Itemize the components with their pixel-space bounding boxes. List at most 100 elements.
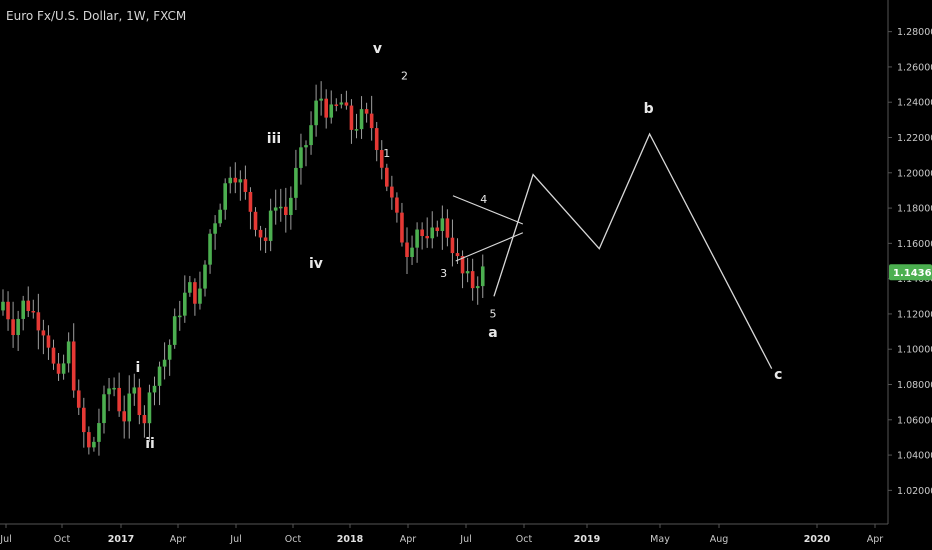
bull-candle-body <box>278 206 283 209</box>
bear-candle-body <box>460 256 465 274</box>
triangle-trendline[interactable] <box>452 195 524 225</box>
candle <box>213 215 217 250</box>
candle <box>223 178 227 220</box>
wave-label: a <box>488 325 497 341</box>
candle <box>26 286 31 318</box>
last-price-tag: 1.14362 <box>889 264 932 281</box>
bull-candle-body <box>314 100 318 126</box>
candle <box>238 170 243 201</box>
candle <box>440 205 445 250</box>
candle <box>359 96 364 139</box>
candle <box>147 384 152 442</box>
price-tag-background <box>889 264 932 281</box>
bear-candle-body <box>36 312 41 331</box>
candle <box>51 339 56 370</box>
candle <box>349 99 354 144</box>
candle <box>284 187 288 233</box>
candle <box>369 95 374 141</box>
candle <box>385 163 389 192</box>
candle <box>87 426 91 455</box>
candle <box>278 188 283 222</box>
bull-candle-body <box>329 104 334 118</box>
bull-candle-body <box>273 207 278 211</box>
candle <box>445 209 450 247</box>
candle <box>400 202 404 247</box>
bear-candle-body <box>26 300 31 311</box>
x-tick-label: Oct <box>285 534 302 545</box>
candle <box>6 291 10 331</box>
candle <box>334 98 339 112</box>
bull-candle-body <box>147 392 152 424</box>
triangle-trendline[interactable] <box>455 232 524 262</box>
candle <box>248 187 253 230</box>
bear-candle-body <box>324 98 328 118</box>
bear-candle-body <box>284 206 288 216</box>
candle <box>309 111 313 155</box>
candle <box>152 376 157 406</box>
y-tick-label: 1.22000 <box>897 133 932 144</box>
bull-candle-body <box>299 147 303 168</box>
bear-candle-body <box>233 177 238 183</box>
candle <box>132 373 137 406</box>
y-tick-label: 1.12000 <box>897 309 932 320</box>
candle <box>420 222 424 250</box>
bull-candle-body <box>1 301 5 311</box>
bear-candle-body <box>470 271 475 289</box>
candle <box>289 186 293 230</box>
bear-candle-body <box>11 319 15 336</box>
candle <box>16 310 20 351</box>
bear-candle-body <box>46 335 51 348</box>
bear-candle-body <box>87 432 91 448</box>
candle <box>253 207 258 237</box>
y-tick-label: 1.04000 <box>897 451 932 462</box>
bear-candle-body <box>258 229 263 238</box>
candle <box>395 192 399 223</box>
candle <box>258 225 263 251</box>
y-tick-label: 1.02000 <box>897 486 932 497</box>
bear-candle-body <box>82 407 86 433</box>
bull-candle-body <box>97 423 101 442</box>
bear-candle-body <box>142 415 147 424</box>
candle <box>21 295 25 331</box>
bear-candle-body <box>76 390 81 408</box>
candle <box>142 405 147 438</box>
x-tick-label: Apr <box>867 534 884 545</box>
bear-candle-body <box>349 105 354 130</box>
bull-candle-body <box>107 388 111 395</box>
candle <box>107 377 111 412</box>
bear-candle-body <box>71 341 76 391</box>
bear-candle-body <box>420 229 424 237</box>
x-tick-label: Jul <box>229 534 241 545</box>
bull-candle-body <box>157 366 162 386</box>
bull-candle-body <box>92 441 96 448</box>
projection-zigzag-line[interactable] <box>493 132 773 369</box>
x-tick-label: Apr <box>170 534 187 545</box>
candle <box>273 189 278 225</box>
bull-candle-body <box>162 359 167 367</box>
candle <box>102 385 106 434</box>
candle <box>56 352 61 381</box>
candle <box>390 175 394 210</box>
bull-candle-body <box>480 266 485 287</box>
bull-candle-body <box>127 393 132 422</box>
candle <box>188 275 192 297</box>
wave-label: 3 <box>440 267 447 280</box>
candle <box>193 278 197 316</box>
bear-candle-body <box>435 227 440 232</box>
bull-candle-body <box>354 129 359 131</box>
candle <box>61 354 66 380</box>
bull-candle-body <box>112 387 116 390</box>
wave-label: c <box>774 367 782 383</box>
bull-candle-body <box>359 109 364 130</box>
candle <box>460 250 465 289</box>
candle <box>137 378 142 425</box>
y-tick-label: 1.16000 <box>897 239 932 250</box>
bull-candle-body <box>208 233 212 265</box>
bear-candle-body <box>374 128 379 151</box>
wave-label: iii <box>267 131 281 147</box>
x-tick-label: 2019 <box>574 534 600 545</box>
candle <box>157 361 162 406</box>
